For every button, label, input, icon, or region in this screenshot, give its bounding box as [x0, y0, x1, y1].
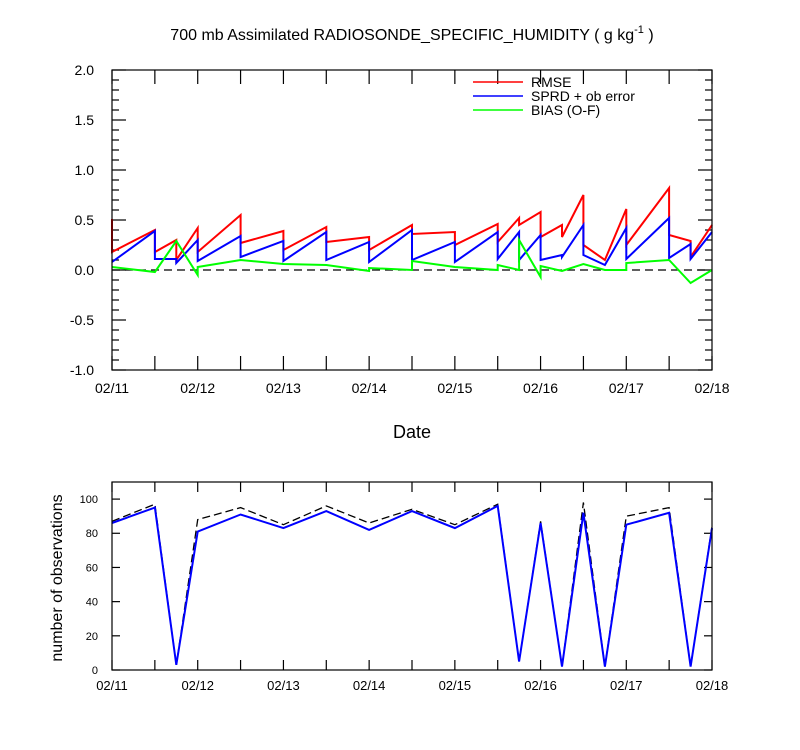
- x-tick-label: 02/16: [523, 380, 558, 396]
- x-tick-label: 02/16: [524, 678, 557, 693]
- x-tick-label: 02/13: [266, 380, 301, 396]
- series-line-bias-o-f: [111, 236, 713, 285]
- chart-title: 700 mb Assimilated RADIOSONDE_SPECIFIC_H…: [170, 24, 653, 44]
- y-tick-label: 0.5: [75, 212, 95, 228]
- y-tick-label: -1.0: [70, 362, 94, 378]
- x-tick-label: 02/17: [610, 678, 643, 693]
- statistics-plot-frame: [111, 69, 713, 371]
- y-tick-label: 80: [86, 528, 98, 540]
- series-line-sprd-ob-error: [111, 215, 713, 267]
- title-superscript: -1: [634, 24, 644, 36]
- x-tick-label: 02/17: [609, 380, 644, 396]
- y-tick-label: 1.0: [75, 162, 95, 178]
- y-axis-label: number of observations: [49, 494, 66, 661]
- x-tick-label: 02/18: [696, 678, 729, 693]
- statistics-panel: 02/11 02/12 02/13 02/14 02/15 02/16 02/17 02/18…: [70, 62, 730, 442]
- x-tick-label: 02/14: [353, 678, 386, 693]
- x-tick-label: 02/14: [352, 380, 387, 396]
- series-line-rmse: [111, 185, 713, 264]
- y-tick-label: -0.5: [70, 312, 94, 328]
- y-tick-label: 60: [86, 562, 98, 574]
- x-tick-label: 02/18: [694, 380, 729, 396]
- y-tick-label: 1.5: [75, 112, 95, 128]
- statistics-tick-labels: 02/11 02/12 02/13 02/14 02/15 02/16 02/17 02/18…: [70, 62, 730, 396]
- observations-tick-labels: 02/11 02/12 02/13 02/14 02/15 02/16 02/17 02/18…: [80, 494, 729, 693]
- x-tick-label: 02/15: [437, 380, 472, 396]
- x-tick-label: 02/13: [267, 678, 300, 693]
- title-suffix: ): [644, 27, 654, 44]
- observations-plot-frame: [111, 481, 713, 671]
- y-tick-label: 0.0: [75, 262, 95, 278]
- series-line-observations-used: [111, 504, 713, 667]
- legend-label-sprd: SPRD + ob error: [531, 88, 635, 104]
- legend: RMSE SPRD + ob error BIAS (O-F): [473, 74, 635, 118]
- x-tick-label: 02/11: [95, 380, 129, 396]
- observations-ticks: [111, 482, 713, 671]
- statistics-ticks: [111, 69, 713, 371]
- observations-panel: 02/11 02/12 02/13 02/14 02/15 02/16 02/17 02/18…: [49, 481, 729, 693]
- x-tick-label: 02/15: [439, 678, 472, 693]
- y-tick-label: 0: [92, 665, 98, 677]
- statistics-series: [111, 185, 713, 285]
- y-tick-label: 2.0: [75, 62, 95, 78]
- legend-label-rmse: RMSE: [531, 74, 571, 90]
- y-tick-label: 100: [80, 494, 98, 506]
- x-tick-label: 02/11: [96, 678, 128, 693]
- y-tick-label: 20: [86, 631, 98, 643]
- observations-series: [111, 502, 713, 667]
- x-axis-label: Date: [393, 422, 431, 442]
- series-line-observations-possible: [111, 502, 713, 667]
- x-tick-label: 02/12: [181, 678, 214, 693]
- legend-label-bias: BIAS (O-F): [531, 102, 600, 118]
- x-tick-label: 02/12: [180, 380, 215, 396]
- y-tick-label: 40: [86, 597, 98, 609]
